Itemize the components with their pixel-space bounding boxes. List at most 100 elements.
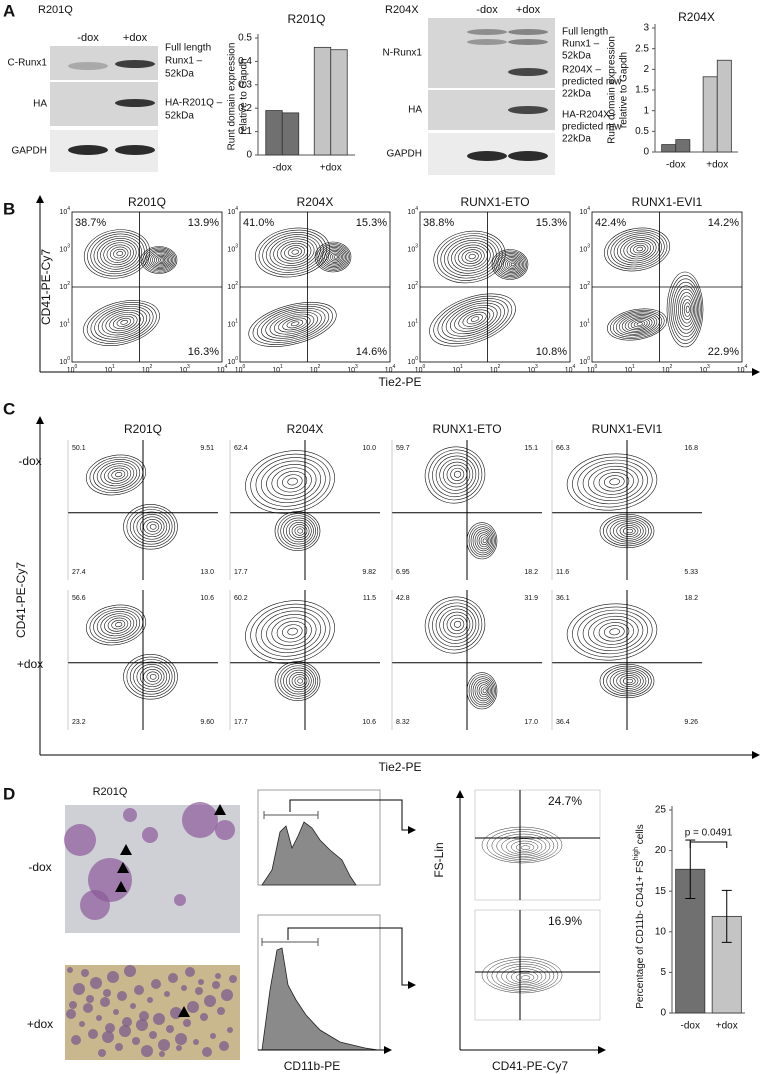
quadrant-percent: 10.8% (536, 346, 567, 358)
contour (133, 511, 170, 543)
y-tick-label: 0.5 (238, 33, 252, 44)
contour (482, 688, 487, 694)
contour (450, 304, 498, 335)
contour (598, 622, 630, 642)
tick-exponent: 0 (587, 356, 590, 362)
quadrant-value: 15.1 (524, 445, 538, 452)
cell (212, 981, 220, 989)
tick-label: 100 (67, 364, 78, 374)
gate-percent: 16.9% (548, 914, 582, 928)
x-axis-label: Tie2-PE (379, 760, 422, 774)
arrow-head (408, 981, 416, 989)
tick-label: 103 (179, 364, 190, 374)
contour (501, 836, 547, 857)
x-axis-label: CD11b-PE (284, 1059, 340, 1073)
chart-title: R201Q (287, 12, 325, 26)
cell (215, 820, 235, 840)
tick-label: 102 (407, 281, 418, 291)
tick-label: 100 (235, 364, 246, 374)
contour (623, 239, 654, 260)
contour (129, 509, 173, 545)
arrow-head (752, 368, 760, 376)
tick-label: 103 (347, 364, 358, 374)
tick-label: 101 (452, 364, 463, 374)
blot-row-label: HA (408, 105, 422, 116)
contour (618, 314, 658, 335)
tick-label: 102 (227, 281, 238, 291)
cell (195, 987, 203, 995)
contour (623, 676, 636, 686)
contour (629, 242, 649, 256)
contour (116, 251, 123, 257)
y-tick-label: 0.4 (238, 56, 252, 67)
contour (491, 249, 529, 280)
x-axis-label: Tie2-PE (379, 375, 422, 389)
quadrant-value: 16.8 (684, 445, 698, 452)
cell (147, 997, 153, 1003)
contour (685, 305, 690, 314)
tick-base: 10 (227, 209, 235, 216)
blot-note: 52kDa (165, 69, 194, 80)
tick-label: 104 (227, 206, 238, 216)
y-tick-label: 20 (655, 845, 667, 856)
y-tick-label: 15 (655, 886, 667, 897)
quadrant-value: 9.26 (684, 719, 698, 726)
contour (511, 840, 539, 854)
y-tick-label: 10 (655, 926, 667, 937)
contour (474, 530, 492, 552)
tick-label: 103 (527, 364, 538, 374)
contour (266, 614, 317, 650)
tick-exponent: 1 (67, 319, 70, 325)
contour (314, 241, 352, 273)
contour (432, 452, 480, 498)
contour (265, 234, 321, 271)
tick-base: 10 (227, 359, 235, 366)
tick-base: 10 (579, 209, 587, 216)
row-label: -dox (18, 454, 41, 468)
contour (604, 625, 625, 639)
tick-base: 10 (227, 246, 235, 253)
quadrant-percent: 38.7% (75, 217, 106, 229)
contour (609, 669, 647, 693)
tick-base: 10 (179, 367, 187, 374)
contour (493, 250, 527, 279)
tick-label: 102 (579, 281, 590, 291)
lane-label: +dox (516, 4, 541, 16)
plot-title: RUNX1-EVI1 (592, 422, 663, 436)
contour (115, 472, 123, 478)
quadrant-percent: 14.6% (356, 346, 387, 358)
contour (255, 227, 330, 278)
bar (265, 110, 283, 156)
blot-row-label: GAPDH (11, 146, 47, 157)
contour (593, 619, 634, 645)
tick-label: 104 (407, 206, 418, 216)
contour (129, 659, 173, 695)
y-tick-label: 0 (246, 150, 252, 161)
contour (630, 319, 648, 329)
blot-note: Full length (165, 43, 211, 54)
cell (122, 1017, 132, 1027)
contour (280, 665, 316, 697)
contour (451, 242, 491, 272)
contour (443, 461, 471, 488)
contour (458, 246, 485, 267)
quadrant-value: 23.2 (72, 719, 86, 726)
contour (269, 236, 318, 269)
cell (136, 1019, 148, 1031)
tick-exponent: 1 (632, 364, 635, 370)
contour (286, 519, 312, 543)
contour (139, 666, 165, 688)
quadrant-value: 36.1 (556, 595, 570, 602)
contour (566, 603, 658, 661)
plot-title: R201Q (128, 195, 166, 209)
contour (276, 620, 308, 643)
quadrant-percent: 15.3% (536, 217, 567, 229)
contour (681, 298, 693, 321)
contour (435, 455, 477, 494)
tick-base: 10 (407, 321, 415, 328)
contour (120, 319, 128, 325)
contour (316, 243, 350, 271)
contour (674, 285, 698, 334)
contour (291, 249, 299, 255)
cell (166, 1025, 174, 1033)
